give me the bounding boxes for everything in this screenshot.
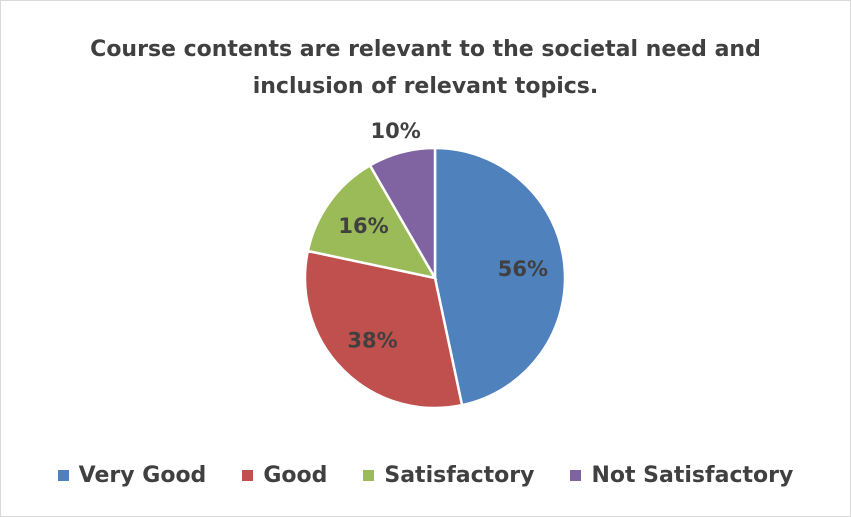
data-label-not-satisfactory: 10% <box>371 119 421 143</box>
legend-swatch-not-satisfactory <box>570 470 582 481</box>
legend-label-good: Good <box>263 463 328 488</box>
pie-data-labels: 56% 38% 16% 10% <box>338 119 548 352</box>
legend-swatch-very-good <box>57 470 69 481</box>
chart-title-line-2: inclusion of relevant topics. <box>252 74 599 99</box>
pie-slice-satisfactory <box>306 163 438 280</box>
legend-swatch-satisfactory <box>363 470 375 481</box>
legend-label-very-good: Very Good <box>78 463 207 488</box>
legend-label-satisfactory: Satisfactory <box>384 463 535 488</box>
legend-item-very-good: Very Good <box>57 463 207 488</box>
legend-label-not-satisfactory: Not Satisfactory <box>591 463 794 488</box>
data-label-good: 38% <box>347 329 397 353</box>
pie-slice-very-good <box>433 146 567 407</box>
legend-item-satisfactory: Satisfactory <box>363 463 534 488</box>
legend-item-good: Good <box>242 463 327 488</box>
legend-item-not-satisfactory: Not Satisfactory <box>570 463 793 488</box>
legend: Very Good Good Satisfactory Not Satisfac… <box>1 463 850 488</box>
chart-title: Course contents are relevant to the soci… <box>1 31 850 105</box>
data-label-satisfactory: 16% <box>338 214 388 238</box>
pie-slice-good <box>303 249 464 410</box>
chart-title-line-1: Course contents are relevant to the soci… <box>90 37 761 62</box>
data-label-very-good: 56% <box>498 257 548 281</box>
legend-swatch-good <box>242 470 254 481</box>
pie-slices <box>303 146 567 410</box>
pie-slice-not-satisfactory <box>368 146 437 283</box>
